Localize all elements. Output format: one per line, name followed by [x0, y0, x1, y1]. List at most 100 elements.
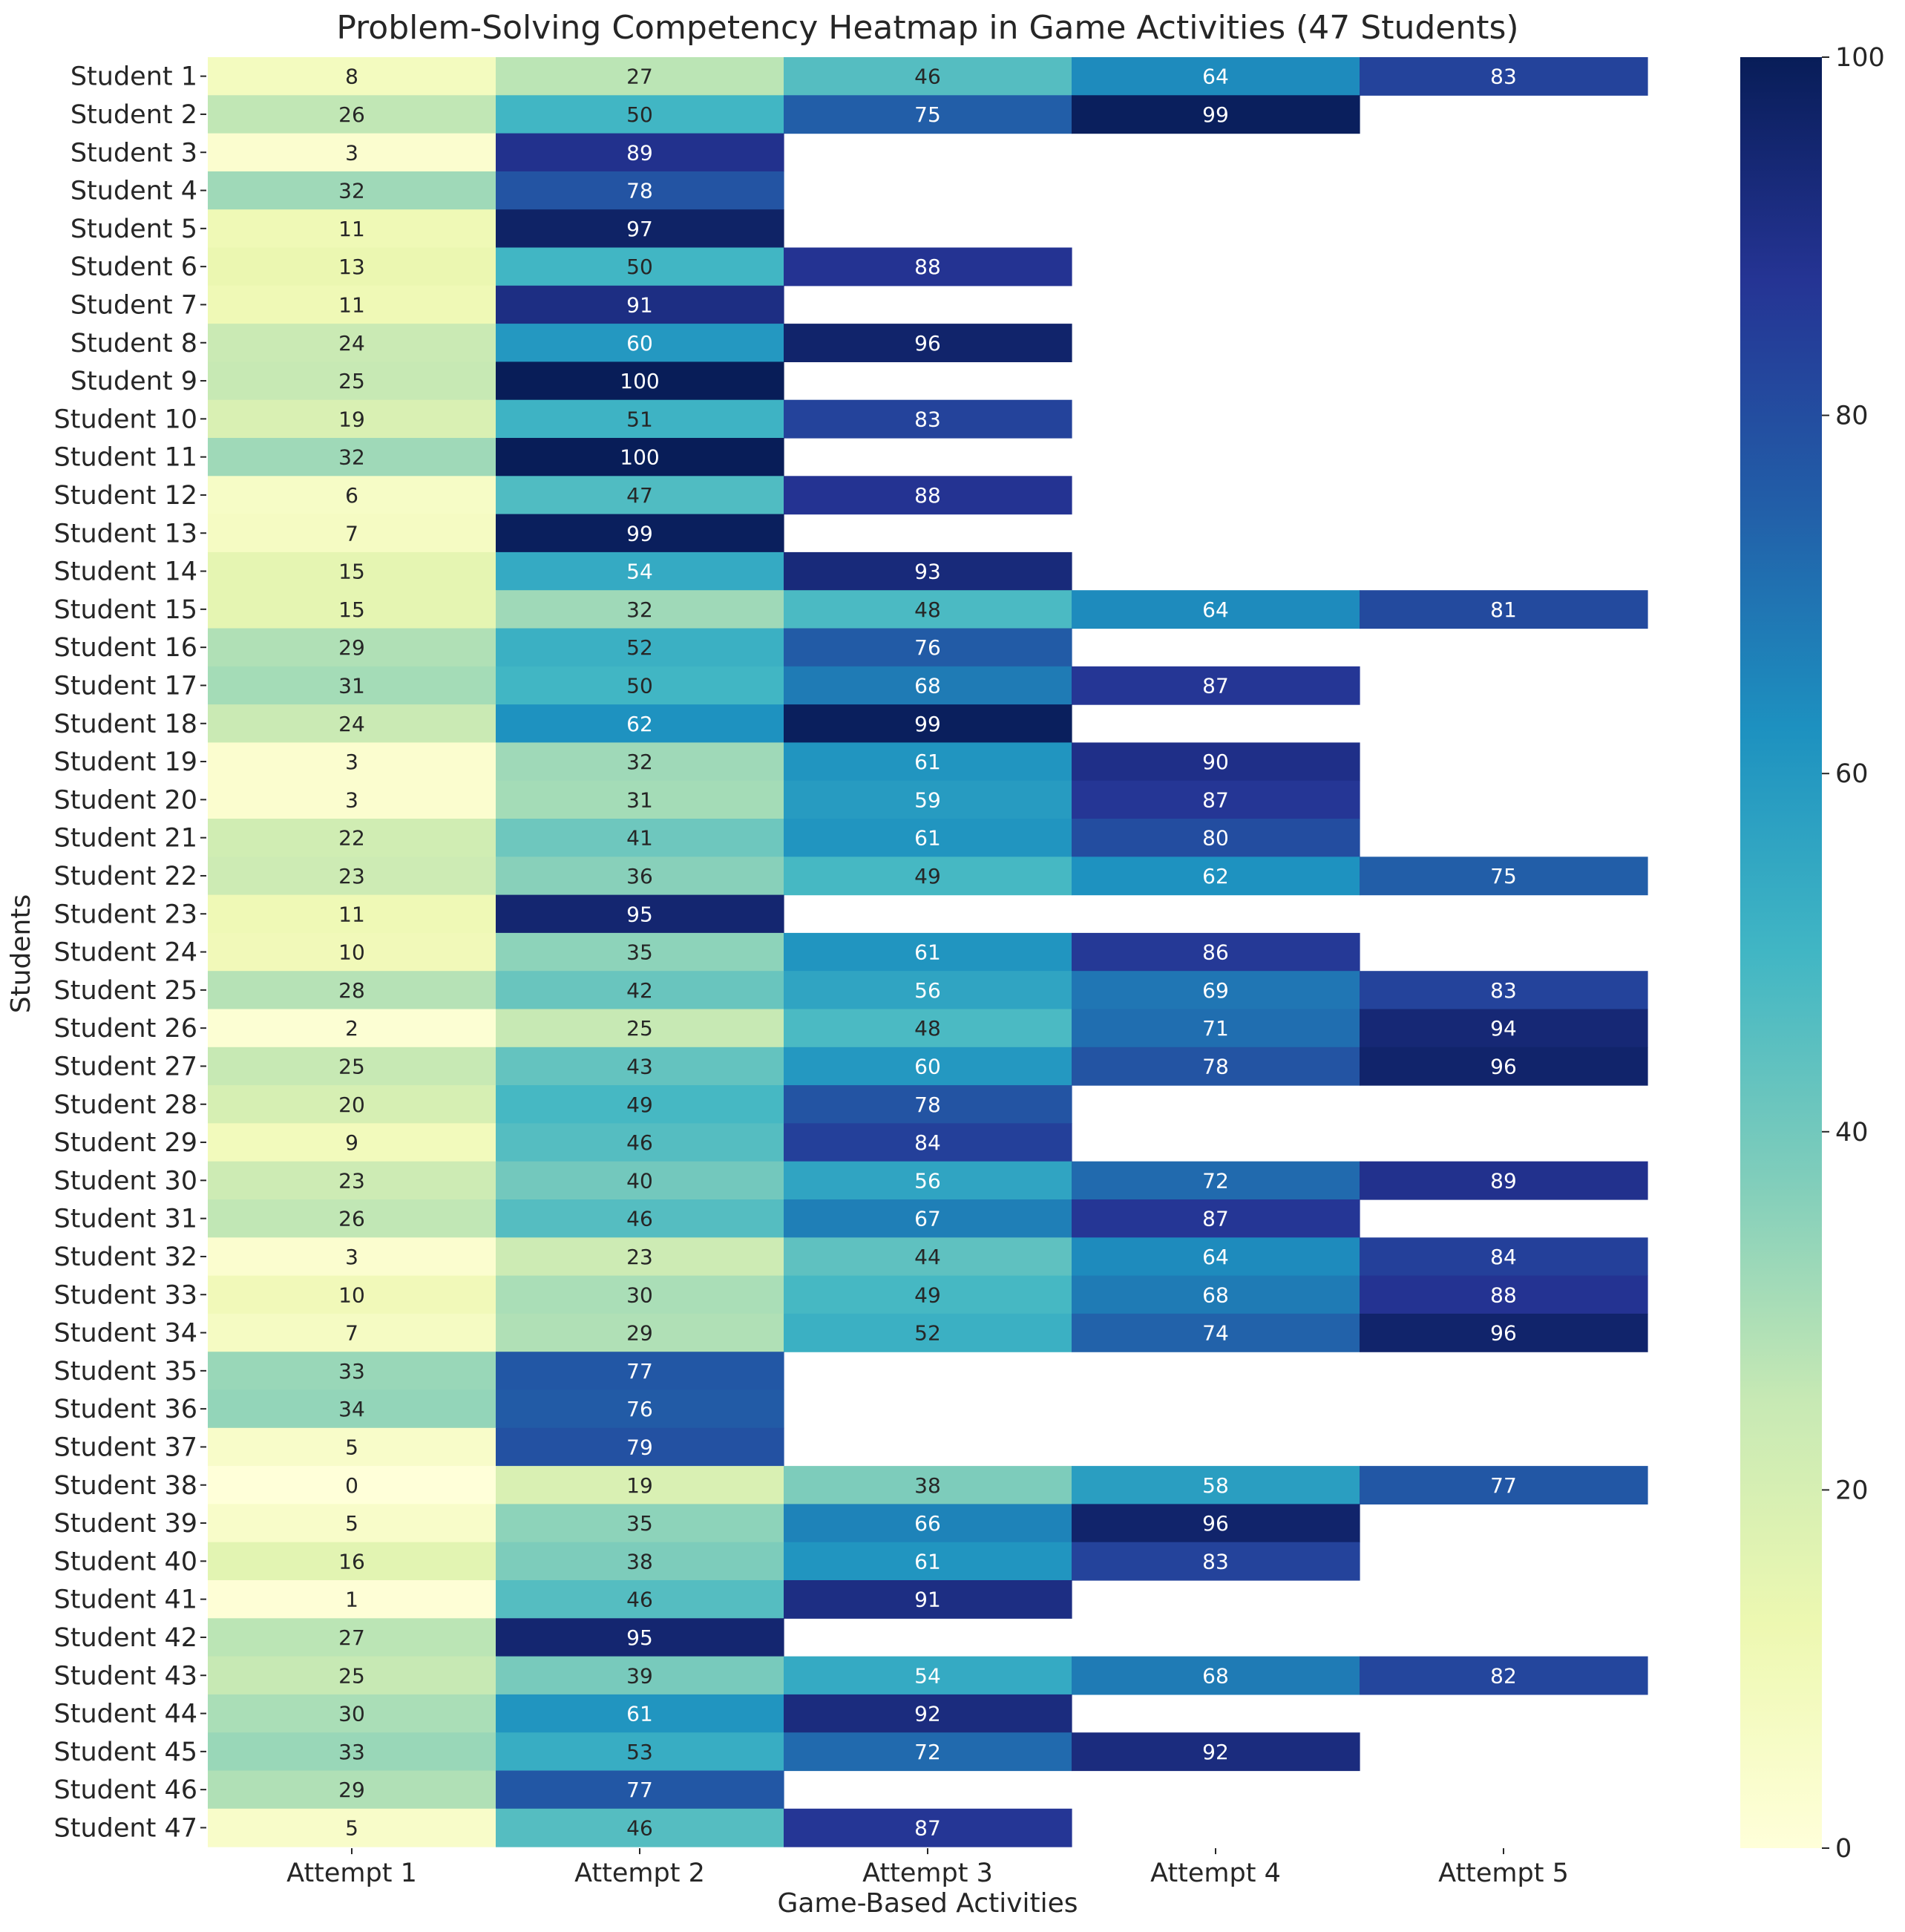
heatmap-cell [208, 209, 496, 249]
cell-value-label: 25 [338, 1054, 365, 1078]
y-tick-label: Student 17 [54, 671, 197, 701]
cell-value-label: 52 [914, 1321, 941, 1346]
heatmap-cell [496, 857, 784, 896]
heatmap-cell [496, 666, 784, 705]
cell-value-label: 78 [1202, 1054, 1229, 1078]
y-tick-label: Student 47 [54, 1813, 197, 1843]
heatmap-cell [496, 1542, 784, 1581]
heatmap-cell [496, 894, 784, 934]
cell-value-label: 92 [914, 1702, 941, 1726]
heatmap-cell [784, 551, 1072, 591]
cell-value-label: 38 [626, 1549, 653, 1574]
cell-value-label: 16 [338, 1549, 365, 1574]
heatmap-cell [1360, 857, 1648, 896]
cell-value-label: 75 [914, 102, 941, 127]
cell-value-label: 23 [338, 1168, 365, 1193]
cell-value-label: 87 [914, 1815, 941, 1840]
colorbar-tick-label: 0 [1835, 1834, 1852, 1864]
heatmap-cell [496, 819, 784, 857]
y-tick-label: Student 44 [54, 1700, 197, 1729]
heatmap-cell [1072, 1161, 1360, 1200]
heatmap-cell [784, 1694, 1072, 1733]
heatmap-cell [784, 399, 1072, 439]
heatmap-cell [208, 438, 496, 477]
heatmap-cell [496, 95, 784, 134]
heatmap-cell [496, 1656, 784, 1695]
heatmap-cell [208, 285, 496, 324]
heatmap-cell [208, 361, 496, 401]
heatmap-cell [496, 780, 784, 819]
heatmap-cell [784, 1123, 1072, 1162]
cell-value-label: 32 [338, 445, 365, 470]
cell-value-label: 78 [914, 1093, 941, 1117]
cell-value-label: 46 [626, 1130, 653, 1155]
cell-value-label: 25 [338, 1663, 365, 1688]
y-tick-label: Student 37 [54, 1432, 197, 1462]
cell-value-label: 61 [914, 750, 941, 774]
y-tick-label: Student 22 [54, 862, 197, 891]
cell-value-label: 83 [914, 407, 941, 431]
heatmap-cell [1360, 1275, 1648, 1314]
cell-value-label: 88 [914, 255, 941, 279]
cell-value-label: 91 [914, 1588, 941, 1612]
heatmap-cell [208, 1656, 496, 1695]
cell-value-label: 56 [914, 978, 941, 1003]
cell-value-label: 25 [626, 1016, 653, 1041]
cell-value-label: 59 [914, 787, 941, 812]
heatmap-cell [1072, 57, 1360, 96]
cell-value-label: 61 [914, 940, 941, 965]
cell-value-label: 36 [626, 864, 653, 888]
cell-value-label: 5 [345, 1815, 358, 1840]
cell-value-label: 22 [338, 826, 365, 851]
heatmap-cell [208, 1808, 496, 1847]
y-tick-label: Student 21 [54, 824, 197, 854]
cell-value-label: 77 [626, 1778, 653, 1802]
heatmap-cell [496, 399, 784, 439]
y-tick-label: Student 10 [54, 405, 197, 434]
cell-value-label: 5 [345, 1435, 358, 1459]
heatmap-cell [496, 247, 784, 286]
heatmap-cell [208, 1770, 496, 1810]
y-tick-label: Student 19 [54, 747, 197, 777]
cell-value-label: 94 [1490, 1016, 1517, 1041]
heatmap-cell [208, 1694, 496, 1733]
heatmap-cell [208, 1085, 496, 1124]
heatmap-cell [496, 285, 784, 324]
heatmap-cell [784, 1009, 1072, 1048]
heatmap-cell [1360, 1161, 1648, 1200]
heatmap-cell [208, 95, 496, 134]
heatmap-cell [1072, 1009, 1360, 1048]
cell-value-label: 54 [914, 1663, 941, 1688]
heatmap-cell [496, 1275, 784, 1314]
heatmap-cell [208, 857, 496, 896]
cell-value-label: 100 [620, 369, 659, 393]
cell-value-label: 99 [1202, 102, 1229, 127]
x-tick-label: Attempt 2 [574, 1859, 705, 1888]
heatmap-cell [496, 1389, 784, 1429]
cell-value-label: 48 [914, 1016, 941, 1041]
cell-value-label: 75 [1490, 864, 1517, 888]
cell-value-label: 27 [626, 65, 653, 89]
cell-value-label: 42 [626, 978, 653, 1003]
cell-value-label: 27 [338, 1625, 365, 1650]
cell-value-label: 95 [626, 902, 653, 926]
y-tick-label: Student 5 [71, 215, 197, 244]
heatmap-cell [1360, 1237, 1648, 1277]
heatmap-cell [208, 1009, 496, 1048]
heatmap-cell [496, 1504, 784, 1543]
y-tick-label: Student 42 [54, 1623, 197, 1653]
heatmap-cell [496, 1732, 784, 1772]
heatmap-cell [496, 1085, 784, 1124]
heatmap-cell [784, 1047, 1072, 1086]
cell-value-label: 61 [914, 1549, 941, 1574]
heatmap-cell [208, 666, 496, 705]
heatmap-cell [496, 1808, 784, 1847]
cell-value-label: 89 [626, 140, 653, 165]
cell-value-label: 76 [914, 635, 941, 660]
cell-value-label: 86 [1202, 940, 1229, 965]
cell-value-label: 3 [345, 1245, 358, 1269]
heatmap-cell [208, 1504, 496, 1543]
heatmap-cell [496, 514, 784, 553]
cell-value-label: 79 [626, 1435, 653, 1459]
cell-value-label: 62 [1202, 864, 1229, 888]
